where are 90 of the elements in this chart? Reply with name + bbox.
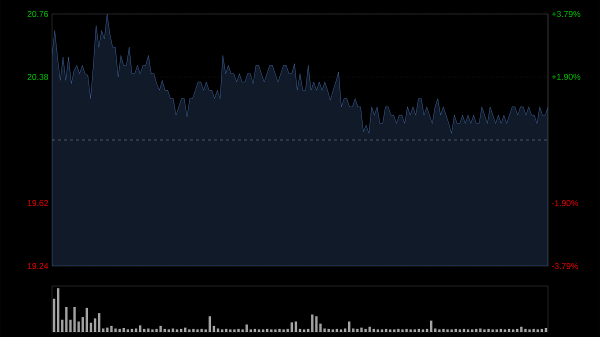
bar — [512, 329, 514, 332]
bar — [294, 321, 298, 332]
bar — [418, 328, 420, 332]
bar — [118, 328, 121, 332]
bar — [348, 321, 350, 332]
bar — [86, 308, 88, 332]
bar — [405, 328, 408, 332]
bar — [327, 328, 330, 332]
bar — [229, 329, 232, 332]
bar — [454, 328, 457, 332]
bar — [192, 328, 195, 332]
bar — [254, 328, 256, 332]
bar — [372, 328, 375, 332]
y2-tick-label: -3.79% — [552, 262, 578, 269]
bar — [282, 329, 285, 332]
bar — [536, 329, 539, 332]
bar — [446, 329, 449, 332]
bar — [430, 320, 432, 332]
bar — [302, 329, 306, 332]
bar — [233, 329, 236, 332]
bar — [266, 328, 268, 332]
bar — [143, 328, 146, 332]
bar — [164, 328, 166, 332]
bar — [180, 328, 182, 332]
bar — [384, 328, 388, 332]
bar — [168, 329, 170, 332]
bar — [458, 329, 462, 332]
bar — [500, 328, 502, 332]
y2-tick-label: -1.90% — [552, 200, 578, 206]
bar — [172, 328, 174, 332]
bar — [356, 328, 359, 332]
bar — [524, 328, 527, 332]
bar — [106, 328, 109, 332]
bar — [475, 328, 478, 332]
bar — [393, 329, 396, 332]
bar — [466, 329, 470, 332]
bar — [311, 314, 314, 332]
bar — [409, 329, 412, 332]
bar — [315, 316, 318, 332]
y-tick-label: 19.62 — [28, 200, 48, 206]
bar — [336, 328, 338, 332]
bar — [65, 307, 68, 332]
bar — [138, 325, 142, 332]
bar — [56, 288, 60, 332]
bar — [225, 328, 228, 332]
bar — [544, 328, 548, 332]
y-tick-label: 20.38 — [28, 74, 48, 80]
bar — [73, 307, 76, 332]
bar — [270, 329, 273, 332]
bar — [332, 329, 334, 332]
bar — [159, 326, 162, 332]
bar — [414, 329, 416, 332]
bar — [130, 328, 134, 332]
bar — [122, 328, 125, 332]
bar — [220, 329, 224, 332]
bar — [508, 328, 510, 332]
bar — [323, 328, 326, 332]
bar — [376, 329, 380, 332]
bar — [98, 313, 100, 332]
bar — [274, 329, 277, 332]
bar — [246, 324, 248, 332]
bar — [520, 326, 523, 332]
bar — [188, 329, 191, 332]
bar — [262, 329, 264, 332]
y2-tick-label: +1.90% — [552, 74, 580, 80]
bar — [479, 328, 482, 332]
bar — [496, 329, 498, 332]
bar — [200, 328, 203, 332]
bar — [491, 329, 494, 332]
bar — [438, 329, 441, 332]
bar — [184, 328, 186, 332]
bar — [532, 328, 535, 332]
bar — [516, 328, 518, 332]
bar — [368, 326, 371, 332]
bar — [151, 329, 154, 332]
y-tick-label: 19.24 — [28, 262, 48, 269]
bar — [470, 329, 474, 332]
y2-tick-label: +3.79% — [552, 10, 580, 17]
bar — [364, 328, 367, 332]
bar — [208, 316, 212, 332]
bar — [540, 328, 544, 332]
bar — [388, 329, 392, 332]
bar — [110, 326, 113, 332]
bar — [450, 329, 453, 332]
bar — [397, 328, 400, 332]
bar — [290, 322, 294, 332]
bar — [487, 328, 490, 332]
bar — [147, 328, 150, 332]
bar — [126, 329, 130, 332]
y-tick-label: 20.76 — [28, 10, 48, 17]
